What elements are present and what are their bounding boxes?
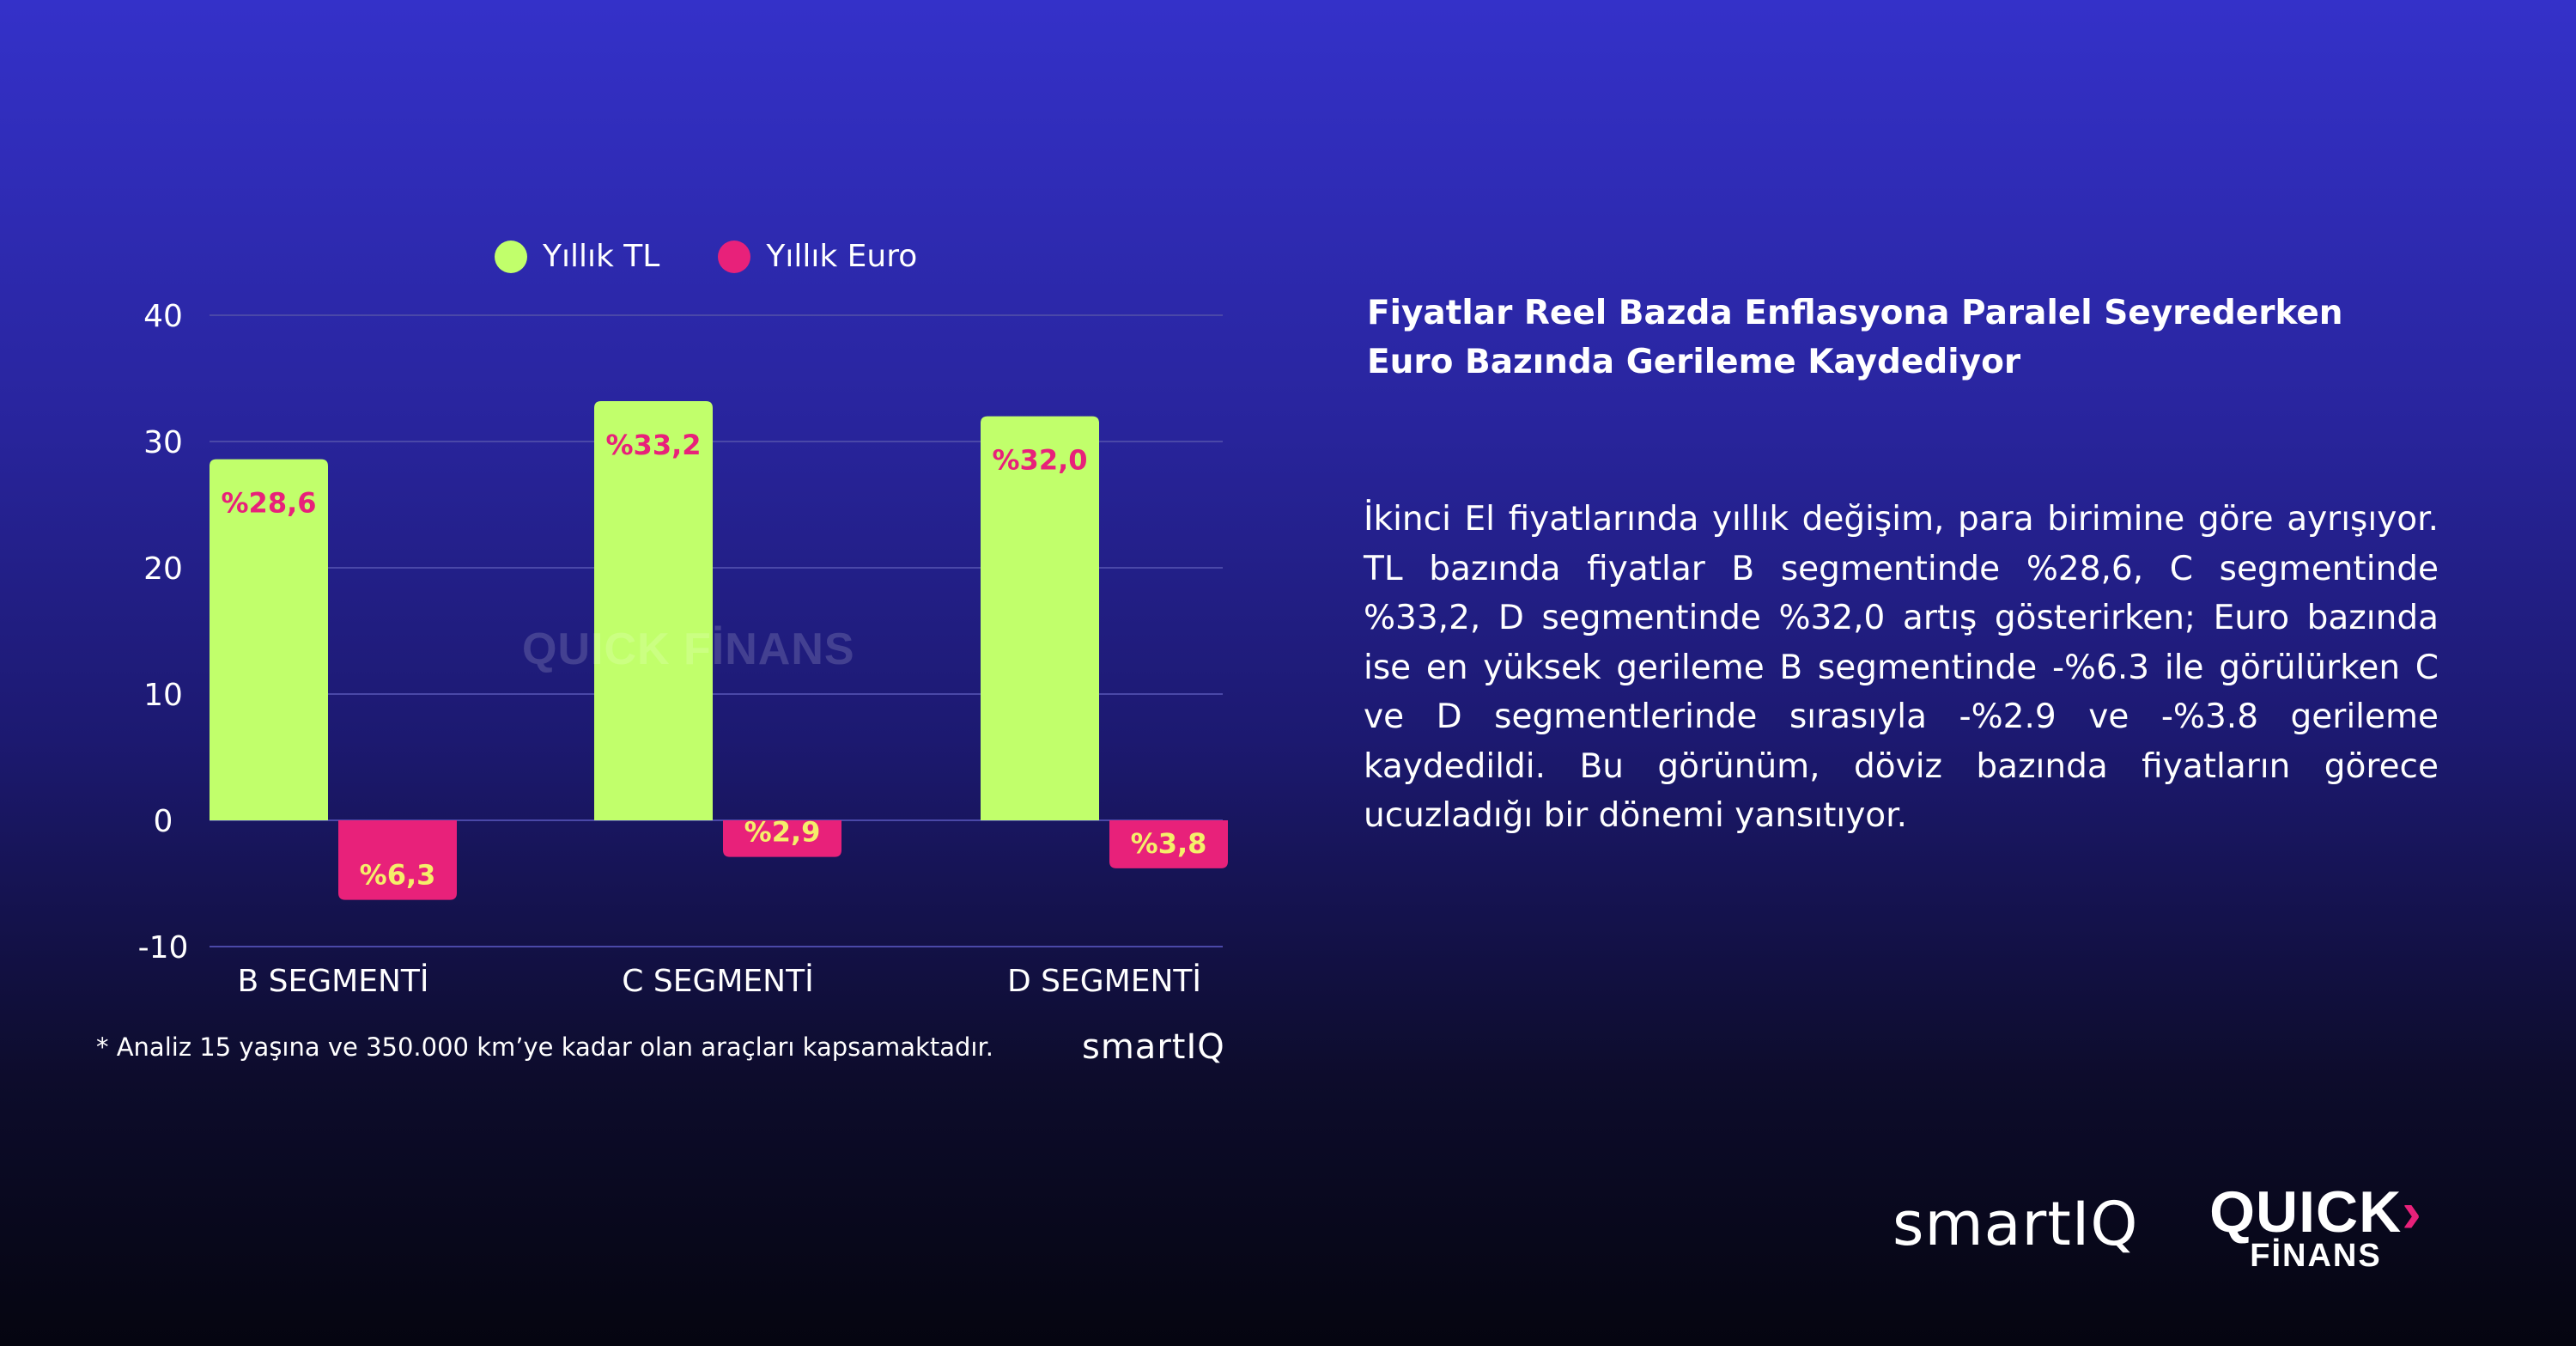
data-label-tl: %28,6 xyxy=(221,487,316,520)
x-axis-labels: B SEGMENTİ C SEGMENTİ D SEGMENTİ xyxy=(238,963,1202,999)
legend-label-tl: Yıllık TL xyxy=(543,239,660,274)
data-label-euro: %6,3 xyxy=(360,859,436,892)
y-tick-label: 30 xyxy=(143,425,183,460)
bar-tl xyxy=(210,459,328,820)
y-tick-label: 20 xyxy=(143,551,183,587)
y-tick-label: -10 xyxy=(138,930,189,965)
heading-line-1: Fiyatlar Reel Bazda Enflasyona Paralel S… xyxy=(1367,294,2343,332)
y-tick-label: 40 xyxy=(143,299,183,334)
data-label-tl: %32,0 xyxy=(992,444,1087,477)
bar-euro xyxy=(723,820,841,857)
quick-finans-watermark: QUICK FİNANS xyxy=(522,624,855,674)
bar-tl xyxy=(981,416,1099,820)
quick-finans-logo: QUICK› FİNANS xyxy=(2208,1179,2423,1274)
y-axis-ticks: 40 30 20 10 0 -10 xyxy=(138,299,189,965)
bars xyxy=(210,400,1228,900)
quick-logo-line2: FİNANS xyxy=(2250,1238,2382,1274)
legend-item-tl: Yıllık TL xyxy=(495,239,659,274)
bar-euro xyxy=(338,820,457,900)
legend-item-euro: Yıllık Euro xyxy=(718,239,917,274)
quick-logo-line1: QUICK› xyxy=(2209,1179,2422,1245)
legend-dot-euro xyxy=(718,240,751,273)
legend-dot-tl xyxy=(495,240,527,273)
heading-line-2: Euro Bazında Gerileme Kaydediyor xyxy=(1367,343,2021,381)
bar-tl xyxy=(594,400,713,820)
data-label-euro: %3,8 xyxy=(1131,827,1207,860)
x-category-label: B SEGMENTİ xyxy=(238,963,429,999)
data-label-tl: %33,2 xyxy=(605,429,701,461)
article-heading: Fiyatlar Reel Bazda Enflasyona Paralel S… xyxy=(1367,289,2440,387)
data-labels: %28,6 %6,3 %33,2 %2,9 %32,0 %3,8 xyxy=(221,429,1206,892)
x-category-label: C SEGMENTİ xyxy=(622,963,813,999)
y-tick-label: 10 xyxy=(143,678,183,713)
bar-euro xyxy=(1109,820,1228,868)
legend-label-euro: Yıllık Euro xyxy=(766,239,918,274)
article-body: İkinci El fiyatlarında yıllık değişim, p… xyxy=(1364,500,2439,835)
y-tick-label: 0 xyxy=(154,804,173,839)
data-label-euro: %2,9 xyxy=(744,816,821,849)
chart-legend: Yıllık TL Yıllık Euro xyxy=(495,239,975,274)
smartiq-logo: smartIQ xyxy=(1893,1189,2139,1259)
x-category-label: D SEGMENTİ xyxy=(1007,963,1201,999)
chart-brand-smartiq: smartIQ xyxy=(1082,1027,1225,1067)
bar-chart: 40 30 20 10 0 -10 %28,6 %6,3 %33,2 %2,9 %32,0 %3,8… xyxy=(138,299,1228,999)
chart-footnote: * Analiz 15 yaşına ve 350.000 km’ye kada… xyxy=(96,1032,993,1062)
